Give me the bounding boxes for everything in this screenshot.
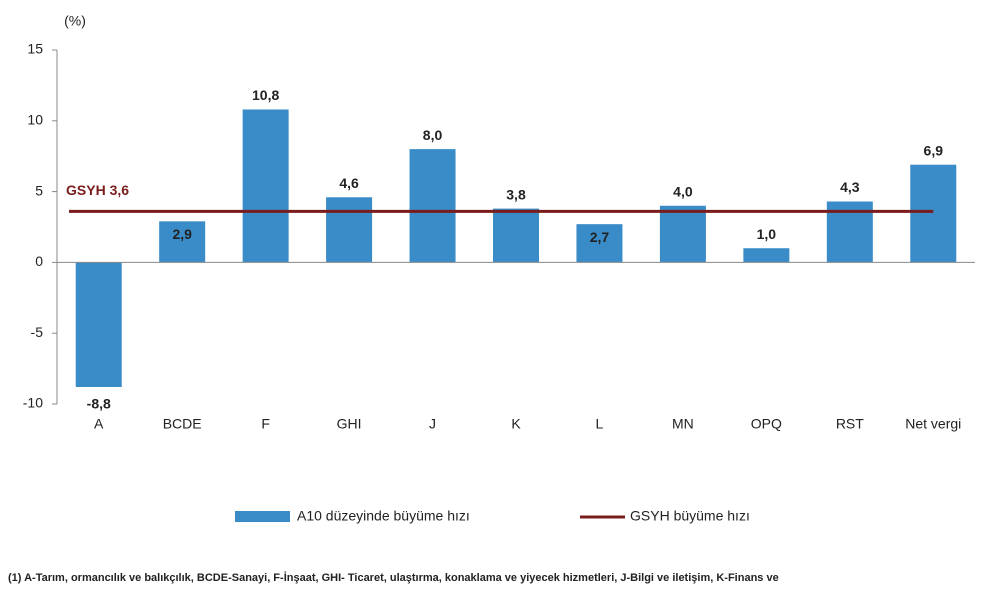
value-label: 4,3 [840,179,860,195]
bar [242,109,289,263]
value-label: 1,0 [757,226,777,242]
x-tick-label: OPQ [751,416,782,432]
legend-swatch [235,511,290,522]
y-tick-label: 10 [27,112,43,128]
x-tick-label: L [596,416,604,432]
value-label: 3,8 [506,186,526,202]
x-tick-label: F [261,416,270,432]
value-label: 2,7 [590,229,610,245]
bar [910,164,957,263]
bar [159,221,206,263]
legend-label: GSYH büyüme hızı [630,508,750,524]
x-tick-label: RST [836,416,864,432]
x-tick-label: K [511,416,521,432]
y-tick-label: -5 [31,324,44,340]
x-tick-label: A [94,416,104,432]
x-tick-label: GHI [337,416,362,432]
bar [75,262,122,388]
x-tick-label: J [429,416,436,432]
y-tick-label: 0 [35,253,43,269]
y-tick-label: 15 [27,41,43,57]
value-label: 8,0 [423,127,443,143]
value-label: 6,9 [924,142,944,158]
reference-label: GSYH 3,6 [66,182,129,198]
bar [409,149,456,263]
value-label: 4,0 [673,183,693,199]
unit-label: (%) [64,13,86,29]
value-label: 10,8 [252,87,279,103]
value-label: 2,9 [172,226,192,242]
value-label: -8,8 [87,396,111,412]
x-tick-label: Net vergi [905,416,961,432]
bar [659,205,706,263]
y-tick-label: 5 [35,182,43,198]
x-tick-label: BCDE [163,416,202,432]
x-tick-label: MN [672,416,694,432]
bar [743,248,790,263]
bar [326,197,373,263]
footnote: (1) A-Tarım, ormancılık ve balıkçılık, B… [8,571,779,584]
legend-label: A10 düzeyinde büyüme hızı [297,508,470,524]
bar [576,224,623,263]
bar [493,208,539,263]
value-label: 4,6 [339,175,359,191]
y-tick-label: -10 [23,395,43,411]
